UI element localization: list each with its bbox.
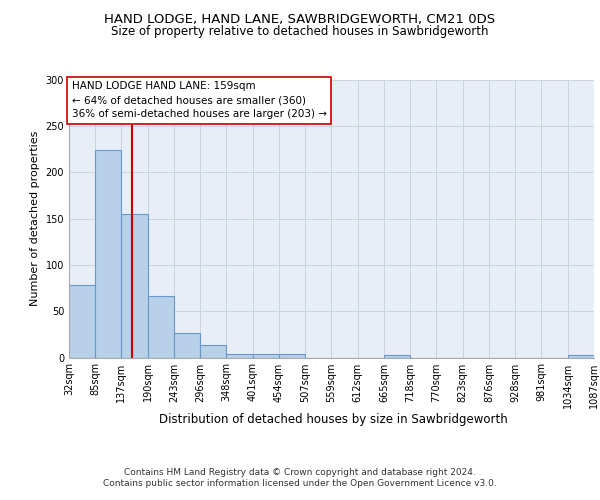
Bar [384, 354, 410, 358]
Text: HAND LODGE, HAND LANE, SAWBRIDGEWORTH, CM21 0DS: HAND LODGE, HAND LANE, SAWBRIDGEWORTH, C… [104, 12, 496, 26]
Bar [148, 296, 174, 358]
Bar [174, 332, 200, 357]
Bar [568, 354, 594, 358]
Bar [69, 286, 95, 358]
Bar [226, 354, 253, 358]
Text: Size of property relative to detached houses in Sawbridgeworth: Size of property relative to detached ho… [111, 25, 489, 38]
Bar [95, 150, 121, 358]
Text: Contains HM Land Registry data © Crown copyright and database right 2024.
Contai: Contains HM Land Registry data © Crown c… [103, 468, 497, 487]
Bar [279, 354, 305, 358]
Bar [253, 354, 279, 358]
Bar [200, 346, 226, 358]
Text: Distribution of detached houses by size in Sawbridgeworth: Distribution of detached houses by size … [158, 412, 508, 426]
Text: HAND LODGE HAND LANE: 159sqm
← 64% of detached houses are smaller (360)
36% of s: HAND LODGE HAND LANE: 159sqm ← 64% of de… [71, 82, 326, 120]
Y-axis label: Number of detached properties: Number of detached properties [30, 131, 40, 306]
Bar [121, 214, 148, 358]
